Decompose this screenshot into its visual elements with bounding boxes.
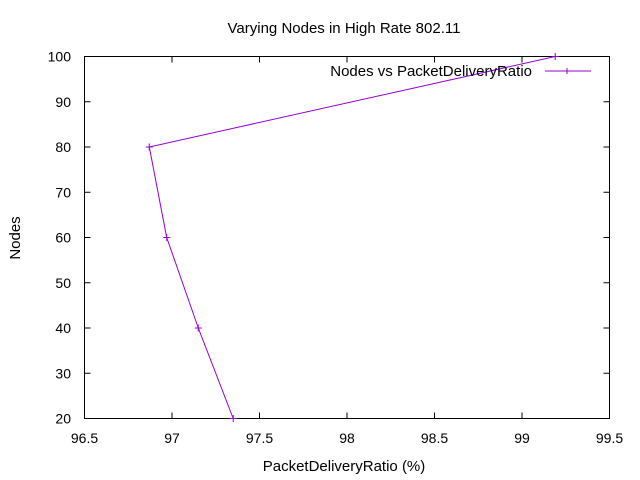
y-tick-label: 40 xyxy=(55,320,71,336)
y-tick-label: 90 xyxy=(55,94,71,110)
series-line xyxy=(148,56,556,419)
data-point-marker xyxy=(145,143,153,151)
legend-marker xyxy=(564,68,570,74)
legend: Nodes vs PacketDeliveryRatio xyxy=(330,63,591,80)
x-axis-label: PacketDeliveryRatio (%) xyxy=(263,458,426,475)
y-tick-label: 20 xyxy=(55,411,71,427)
y-tick-label: 30 xyxy=(55,365,71,381)
y-tick-label: 60 xyxy=(55,230,71,246)
y-axis-label: Nodes xyxy=(7,216,24,259)
series-group xyxy=(145,53,559,422)
axis-tick-labels: 96.5 97 97.5 98 98.5 99 99.5 20 30 40 50 60 70 80 90 10… xyxy=(48,49,624,447)
data-point-marker xyxy=(551,53,559,60)
x-tick-label: 98.5 xyxy=(421,430,448,446)
data-point-marker xyxy=(163,234,171,241)
x-tick-label: 99 xyxy=(514,430,530,446)
y-tick-label: 100 xyxy=(48,49,72,65)
x-tick-label: 98 xyxy=(339,430,355,446)
axis-ticks xyxy=(84,56,610,419)
y-tick-label: 80 xyxy=(55,139,71,155)
y-tick-label: 70 xyxy=(55,184,71,200)
y-tick-label: 50 xyxy=(55,275,71,291)
x-tick-label: 97 xyxy=(164,430,180,446)
chart-title: Varying Nodes in High Rate 802.11 xyxy=(228,20,461,37)
legend-label: Nodes vs PacketDeliveryRatio xyxy=(330,63,532,80)
x-tick-label: 96.5 xyxy=(71,430,98,446)
data-point-marker xyxy=(194,324,202,332)
x-tick-label: 99.5 xyxy=(596,430,623,446)
x-tick-label: 97.5 xyxy=(246,430,273,446)
data-point-marker xyxy=(229,415,237,422)
